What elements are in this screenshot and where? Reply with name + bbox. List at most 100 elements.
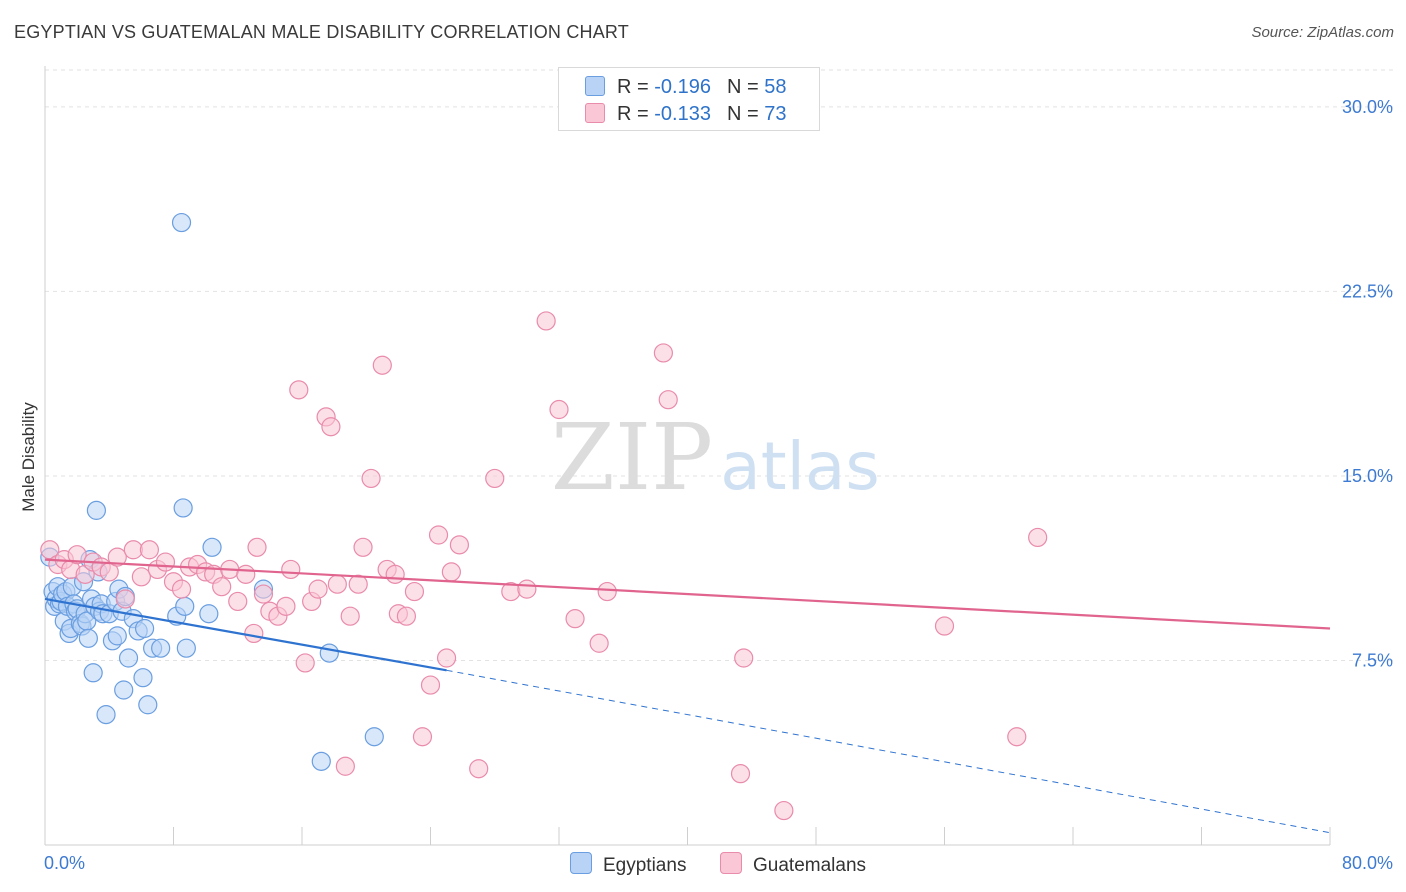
data-point — [327, 574, 347, 594]
data-point — [589, 633, 609, 653]
data-point — [78, 628, 98, 648]
data-point — [348, 574, 368, 594]
x-tick-label: 80.0% — [1342, 853, 1393, 873]
data-point — [428, 525, 449, 545]
data-point — [536, 311, 556, 331]
data-point — [131, 567, 151, 587]
data-point — [311, 751, 331, 771]
data-point — [308, 579, 328, 599]
trend-layer — [44, 558, 1331, 834]
data-point — [730, 764, 751, 784]
data-point — [96, 705, 116, 725]
data-point — [247, 537, 267, 557]
series-egyptians — [40, 212, 384, 771]
y-tick-label: 7.5% — [1352, 650, 1393, 670]
legend-swatch-egyptians — [585, 76, 605, 96]
data-point — [321, 417, 341, 437]
legend-n-label: N = — [726, 103, 759, 125]
data-point — [469, 759, 489, 779]
bottom-legend-label-guatemalans: Guatemalans — [753, 855, 867, 876]
data-point — [202, 537, 222, 557]
data-point — [361, 468, 381, 489]
legend-n-value: 73 — [764, 103, 787, 125]
data-point — [1007, 727, 1027, 747]
data-point — [597, 581, 617, 602]
data-point — [176, 638, 196, 658]
data-point — [173, 498, 193, 518]
data-point — [281, 559, 301, 580]
legend-n-label: N = — [726, 76, 759, 98]
trend-line-egyptians — [44, 597, 447, 672]
data-point — [565, 609, 585, 629]
legend-r-label: R = — [617, 103, 649, 125]
data-point — [658, 390, 678, 410]
data-point — [549, 399, 569, 420]
data-point — [734, 648, 754, 668]
data-point — [335, 756, 355, 776]
y-tick-label: 15.0% — [1342, 466, 1393, 486]
data-point — [372, 355, 392, 375]
watermark-zip: ZIP — [551, 404, 713, 511]
data-point — [295, 653, 315, 673]
data-point — [123, 540, 143, 560]
data-point — [114, 680, 134, 700]
data-point — [212, 577, 232, 597]
series-layer — [40, 212, 1048, 821]
data-point — [420, 675, 441, 695]
data-point — [175, 596, 195, 616]
stats-legend: R = -0.196 N = 58 R = -0.133 N = 73 — [558, 67, 820, 131]
bottom-legend-egyptians: Egyptians — [570, 852, 686, 877]
data-point — [404, 581, 425, 602]
bottom-legend-swatch-guatemalans — [720, 852, 742, 874]
data-point — [171, 579, 192, 599]
watermark: ZIP atlas — [551, 404, 880, 511]
chart-source: Source: ZipAtlas.com — [1251, 24, 1394, 41]
data-point — [485, 468, 505, 489]
bottom-legend-guatemalans: Guatemalans — [720, 852, 866, 877]
watermark-atlas: atlas — [720, 428, 880, 505]
data-point — [774, 800, 794, 821]
data-point — [138, 695, 158, 715]
data-point — [289, 380, 309, 400]
legend-row-egyptians: R = -0.196 N = 58 — [585, 76, 786, 99]
x-tick-label: 0.0% — [44, 853, 85, 873]
legend-swatch-guatemalans — [585, 103, 605, 123]
data-point — [412, 727, 433, 747]
trend-line-extension-egyptians — [446, 669, 1331, 834]
y-tick-label: 22.5% — [1342, 281, 1393, 301]
data-point — [244, 623, 264, 644]
legend-n-value: 58 — [764, 76, 787, 98]
data-point — [83, 663, 103, 683]
data-point — [449, 535, 470, 555]
data-point — [118, 648, 139, 668]
legend-row-guatemalans: R = -0.133 N = 73 — [585, 103, 786, 126]
data-point — [134, 618, 155, 639]
y-tick-label: 30.0% — [1342, 97, 1393, 117]
data-point — [353, 537, 373, 557]
data-point — [115, 589, 135, 609]
trend-line-guatemalans — [44, 558, 1331, 630]
data-point — [107, 547, 127, 567]
axes — [44, 66, 1331, 846]
legend-r-label: R = — [617, 76, 649, 98]
data-point — [236, 564, 256, 584]
bottom-legend-label-egyptians: Egyptians — [603, 855, 687, 876]
data-point — [151, 638, 171, 658]
legend-r-value: -0.133 — [654, 103, 711, 125]
data-point — [653, 343, 674, 363]
data-point — [228, 591, 248, 612]
legend-r-value: -0.196 — [654, 76, 711, 98]
chart-title: EGYPTIAN VS GUATEMALAN MALE DISABILITY C… — [14, 22, 629, 42]
data-point — [133, 668, 153, 688]
data-point — [385, 564, 405, 584]
data-point — [364, 727, 384, 747]
y-axis-label: Male Disability — [19, 402, 38, 512]
data-point — [1028, 527, 1048, 548]
data-point — [253, 584, 274, 604]
data-point — [517, 579, 537, 599]
data-point — [171, 212, 192, 233]
data-point — [441, 562, 461, 582]
data-point — [139, 540, 160, 560]
data-point — [934, 616, 955, 636]
